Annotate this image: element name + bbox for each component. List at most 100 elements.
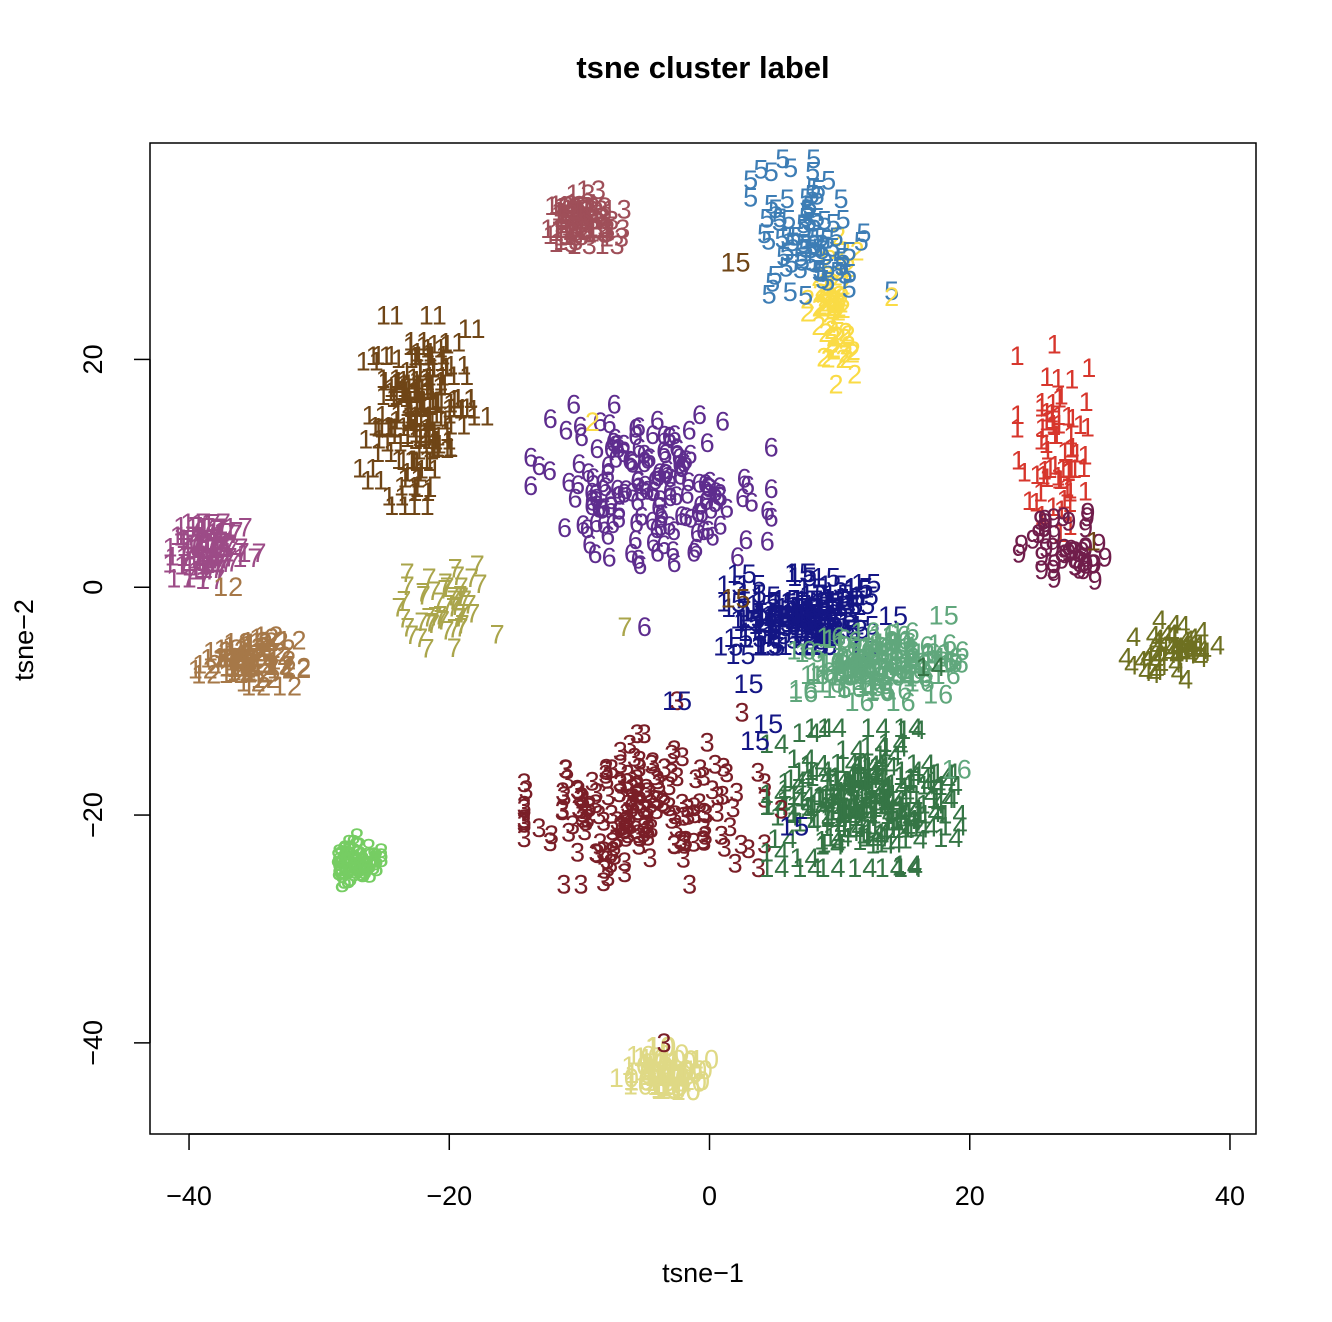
cluster-7-point: 7 bbox=[446, 613, 461, 643]
cluster-14-point: 14 bbox=[804, 713, 834, 743]
cluster-10-point: 10 bbox=[677, 1068, 707, 1098]
cluster-3-point: 3 bbox=[619, 808, 634, 838]
cluster-6-point: 6 bbox=[691, 468, 706, 498]
cluster-8-point: 8 bbox=[374, 843, 389, 873]
cluster-6-point: 6 bbox=[645, 507, 660, 537]
cluster-5-point: 5 bbox=[821, 165, 836, 195]
cluster-11-point: 11 bbox=[370, 438, 398, 468]
cluster-5-point: 5 bbox=[764, 189, 779, 219]
cluster-3-point: 3 bbox=[617, 858, 632, 888]
cluster-2-point: 2 bbox=[817, 282, 832, 312]
cluster-11-point: 11 bbox=[394, 472, 422, 502]
cluster-11-point: 11 bbox=[376, 301, 404, 331]
cluster-9-point: 9 bbox=[1038, 519, 1053, 549]
cluster-6-point: 6 bbox=[607, 423, 622, 453]
cluster-1-point: 1 bbox=[1033, 477, 1048, 507]
cluster-2-point: 2 bbox=[838, 318, 853, 348]
cluster-1-point: 1 bbox=[1079, 387, 1094, 417]
cluster-3-point: 3 bbox=[662, 771, 677, 801]
cluster-10-point: 10 bbox=[646, 1059, 676, 1089]
cluster-1-point: 1 bbox=[1010, 414, 1025, 444]
cluster-6-point: 6 bbox=[668, 481, 683, 511]
cluster-8-point: 8 bbox=[334, 841, 349, 871]
cluster-2-point: 2 bbox=[847, 360, 862, 390]
cluster-3-point: 3 bbox=[705, 775, 720, 805]
cluster-9-point: 9 bbox=[1034, 542, 1049, 572]
cluster-8-point: 8 bbox=[361, 834, 376, 864]
cluster-16-point: 16 bbox=[815, 669, 845, 699]
cluster-11-point: 11 bbox=[408, 403, 436, 433]
cluster-6-point: 6 bbox=[646, 476, 661, 506]
cluster-4-point: 4 bbox=[1167, 634, 1182, 664]
cluster-8-point: 8 bbox=[332, 839, 347, 869]
cluster-4-point: 4 bbox=[1134, 645, 1149, 675]
cluster-6-point: 6 bbox=[608, 444, 623, 474]
cluster-3-point: 3 bbox=[667, 830, 682, 860]
cluster-5-point: 5 bbox=[768, 194, 783, 224]
cluster-2-point: 2 bbox=[841, 320, 856, 350]
cluster-7-point: 7 bbox=[400, 571, 415, 601]
cluster-6-point: 6 bbox=[634, 476, 649, 506]
cluster-3-point: 3 bbox=[560, 765, 575, 795]
cluster-3-point: 3 bbox=[620, 819, 635, 849]
cluster-7-point: 7 bbox=[447, 633, 462, 663]
cluster-3-point: 3 bbox=[571, 776, 586, 806]
cluster-6-point: 6 bbox=[711, 481, 726, 511]
cluster-3-point: 3 bbox=[734, 830, 749, 860]
cluster-8-point: 8 bbox=[343, 852, 358, 882]
cluster-5-point: 5 bbox=[761, 226, 776, 256]
cluster-7-point: 7 bbox=[454, 572, 469, 602]
cluster-10-point: 10 bbox=[646, 1031, 676, 1061]
cluster-8-point: 8 bbox=[367, 842, 382, 872]
cluster-6-point: 6 bbox=[634, 501, 649, 531]
cluster-3-point: 3 bbox=[697, 797, 712, 827]
cluster-5-point: 5 bbox=[830, 257, 845, 287]
cluster-8-point: 8 bbox=[362, 858, 377, 888]
cluster-7-point: 7 bbox=[464, 563, 479, 593]
cluster-2-point: 2 bbox=[850, 236, 865, 266]
cluster-5-point: 5 bbox=[798, 280, 813, 310]
cluster-3-point: 3 bbox=[673, 826, 688, 856]
cluster-11-point: 11 bbox=[415, 389, 443, 419]
cluster-10-point: 10 bbox=[639, 1048, 669, 1078]
cluster-4-point: 4 bbox=[1190, 630, 1205, 660]
cluster-8-point: 8 bbox=[347, 857, 362, 887]
cluster-1-point: 1 bbox=[1069, 438, 1084, 468]
cluster-4-point: 4 bbox=[1139, 646, 1154, 676]
cluster-11-point: 11 bbox=[406, 363, 434, 393]
cluster-10-point: 10 bbox=[658, 1071, 688, 1101]
cluster-5-point: 5 bbox=[780, 237, 795, 267]
cluster-3-point: 3 bbox=[605, 827, 620, 857]
cluster-6-point: 6 bbox=[692, 400, 707, 430]
outlier-point: 15 bbox=[720, 584, 750, 614]
cluster-6-point: 6 bbox=[737, 463, 752, 493]
y-tick-label: −40 bbox=[78, 1020, 108, 1066]
cluster-3-point: 3 bbox=[631, 830, 646, 860]
cluster-3-point: 3 bbox=[631, 796, 646, 826]
cluster-6-point: 6 bbox=[607, 390, 622, 420]
cluster-10-point: 10 bbox=[624, 1059, 654, 1089]
cluster-6-point: 6 bbox=[575, 510, 590, 540]
cluster-6-point: 6 bbox=[683, 440, 698, 470]
cluster-11-point: 11 bbox=[425, 353, 453, 383]
cluster-8-point: 8 bbox=[369, 852, 384, 882]
cluster-3-point: 3 bbox=[714, 821, 729, 851]
cluster-4-point: 4 bbox=[1183, 640, 1198, 670]
cluster-6-point: 6 bbox=[611, 504, 626, 534]
cluster-9-point: 9 bbox=[1080, 502, 1095, 532]
cluster-3-point: 3 bbox=[599, 753, 614, 783]
cluster-4-point: 4 bbox=[1193, 643, 1208, 673]
cluster-6-point: 6 bbox=[674, 453, 689, 483]
cluster-9-point: 9 bbox=[1078, 532, 1093, 562]
cluster-4-point: 4 bbox=[1190, 631, 1205, 661]
cluster-6-point: 6 bbox=[653, 512, 668, 542]
cluster-6-point: 6 bbox=[673, 461, 688, 491]
cluster-11-point: 11 bbox=[426, 434, 454, 464]
cluster-8-point: 8 bbox=[340, 840, 355, 870]
cluster-7-point: 7 bbox=[396, 585, 411, 615]
cluster-10-point: 10 bbox=[634, 1057, 664, 1087]
cluster-5-point: 5 bbox=[753, 154, 768, 184]
cluster-3-point: 3 bbox=[664, 805, 679, 835]
cluster-6-point: 6 bbox=[624, 538, 639, 568]
cluster-6-point: 6 bbox=[703, 495, 718, 525]
